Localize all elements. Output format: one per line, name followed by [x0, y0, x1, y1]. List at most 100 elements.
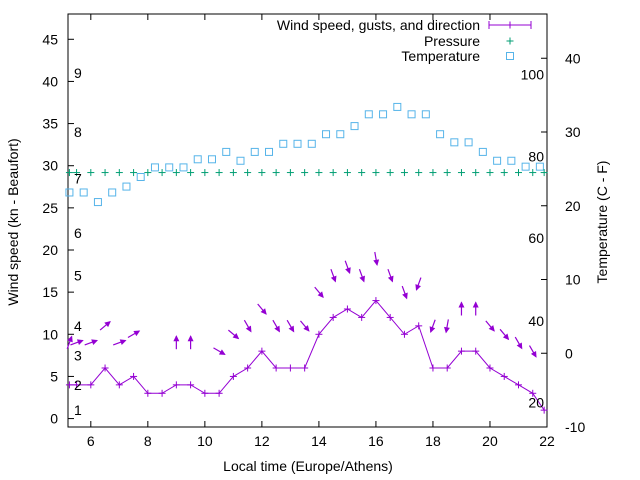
pressure-point: [429, 169, 437, 177]
pressure-point: [272, 169, 280, 177]
wind-direction-arrow: [528, 345, 537, 358]
fahrenheit-label: 40: [528, 313, 544, 329]
pressure-point: [301, 169, 309, 177]
wind-speed-point: [386, 313, 394, 321]
y-tick-label: 20: [42, 242, 58, 258]
temperature-point: [493, 156, 502, 165]
wind-direction-arrow: [84, 339, 98, 346]
pressure-point: [201, 169, 209, 177]
wind-direction-arrow: [444, 319, 450, 334]
temperature-point: [279, 139, 288, 148]
pressure-point: [500, 169, 508, 177]
pressure-point: [244, 169, 252, 177]
arrow-head: [415, 284, 421, 291]
temperature-point: [165, 163, 174, 172]
wind-direction-arrow: [499, 328, 510, 341]
pressure-point: [486, 169, 494, 177]
arrow-head: [232, 332, 240, 340]
arrow-head: [133, 330, 141, 337]
series-layer: [65, 102, 548, 414]
wind-direction-arrow: [485, 320, 495, 332]
temperature-point: [521, 162, 530, 171]
y2-tick-label: 10: [565, 272, 581, 288]
wind-direction-arrow: [373, 251, 380, 266]
wind-direction-arrow: [330, 268, 337, 283]
y-tick-label: 25: [42, 200, 58, 216]
arrow-head: [288, 325, 295, 333]
arrow-head: [218, 349, 226, 355]
legend-sample-wind-marker: [506, 21, 514, 29]
temperature-point: [193, 155, 202, 164]
arrow-head: [402, 292, 408, 300]
wind-direction-arrow: [300, 320, 310, 332]
wind-direction-arrow: [458, 301, 465, 316]
x-tick-label: 18: [425, 433, 441, 449]
temperature-point: [250, 147, 259, 156]
wind-speed-point: [258, 347, 266, 355]
x-tick-label: 6: [87, 433, 95, 449]
arrow-head: [173, 335, 180, 342]
arrow-head: [488, 325, 495, 332]
wind-direction-arrow: [429, 319, 436, 334]
legend-label-pressure: Pressure: [424, 33, 480, 49]
temperature-point: [207, 155, 216, 164]
wind-direction-arrow: [113, 339, 127, 346]
pressure-point: [529, 169, 537, 177]
temperature-point: [407, 110, 416, 119]
x-tick-label: 12: [254, 433, 270, 449]
wind-speed-point: [130, 372, 138, 380]
pressure-point: [540, 169, 548, 177]
arrow-head: [119, 339, 127, 345]
wind-speed-point: [529, 389, 537, 397]
beaufort-label: 6: [74, 225, 82, 241]
temperature-point: [293, 139, 302, 148]
fahrenheit-label: 20: [528, 395, 544, 411]
arrow-head: [502, 333, 510, 341]
wind-direction-arrow: [387, 268, 394, 283]
pressure-point: [73, 169, 81, 177]
wind-speed-point: [101, 364, 109, 372]
wind-speed-line: [69, 299, 545, 411]
y2-axis-label: Temperature (C - F): [594, 161, 610, 284]
arrow-head: [303, 325, 310, 332]
arrow-head: [260, 308, 267, 315]
temperature-point: [265, 147, 274, 156]
wind-direction-arrow: [127, 330, 141, 339]
arrow-head: [274, 325, 280, 333]
temperature-point: [379, 110, 388, 119]
legend-samples: [488, 21, 532, 60]
wind-direction-arrow: [286, 319, 295, 333]
legend-sample-temperature: [506, 52, 514, 60]
wind-speed-point: [115, 381, 123, 389]
temperature-point: [478, 147, 487, 156]
temperature-point: [79, 188, 88, 197]
beaufort-label: 1: [74, 402, 82, 418]
wind-direction-arrow: [70, 339, 84, 346]
pressure-point: [187, 169, 195, 177]
wind-speed-point: [144, 389, 152, 397]
pressure-point: [415, 169, 423, 177]
legend-sample-pressure: [506, 37, 514, 45]
wind-direction-arrow: [358, 268, 365, 283]
temperature-point: [336, 130, 345, 139]
arrow-head: [91, 339, 98, 345]
wind-speed-point: [429, 364, 437, 372]
wind-speed-point: [472, 347, 480, 355]
wind-speed-point: [301, 364, 309, 372]
arrow-head: [458, 301, 465, 308]
wind-direction-arrow: [99, 320, 111, 331]
x-axis-label: Local time (Europe/Athens): [223, 458, 393, 474]
arrow-head: [76, 339, 84, 345]
pressure-point: [386, 169, 394, 177]
pressure-point: [315, 169, 323, 177]
wind-direction-arrow: [514, 336, 523, 350]
y-tick-label: 15: [42, 284, 58, 300]
arrow-head: [516, 342, 523, 350]
temperature-point: [436, 130, 445, 139]
temperature-point: [150, 163, 159, 172]
beaufort-label: 4: [74, 318, 82, 334]
legend-label-temperature: Temperature: [401, 48, 480, 64]
arrow-head: [245, 325, 252, 333]
y-tick-label: 0: [50, 411, 58, 427]
